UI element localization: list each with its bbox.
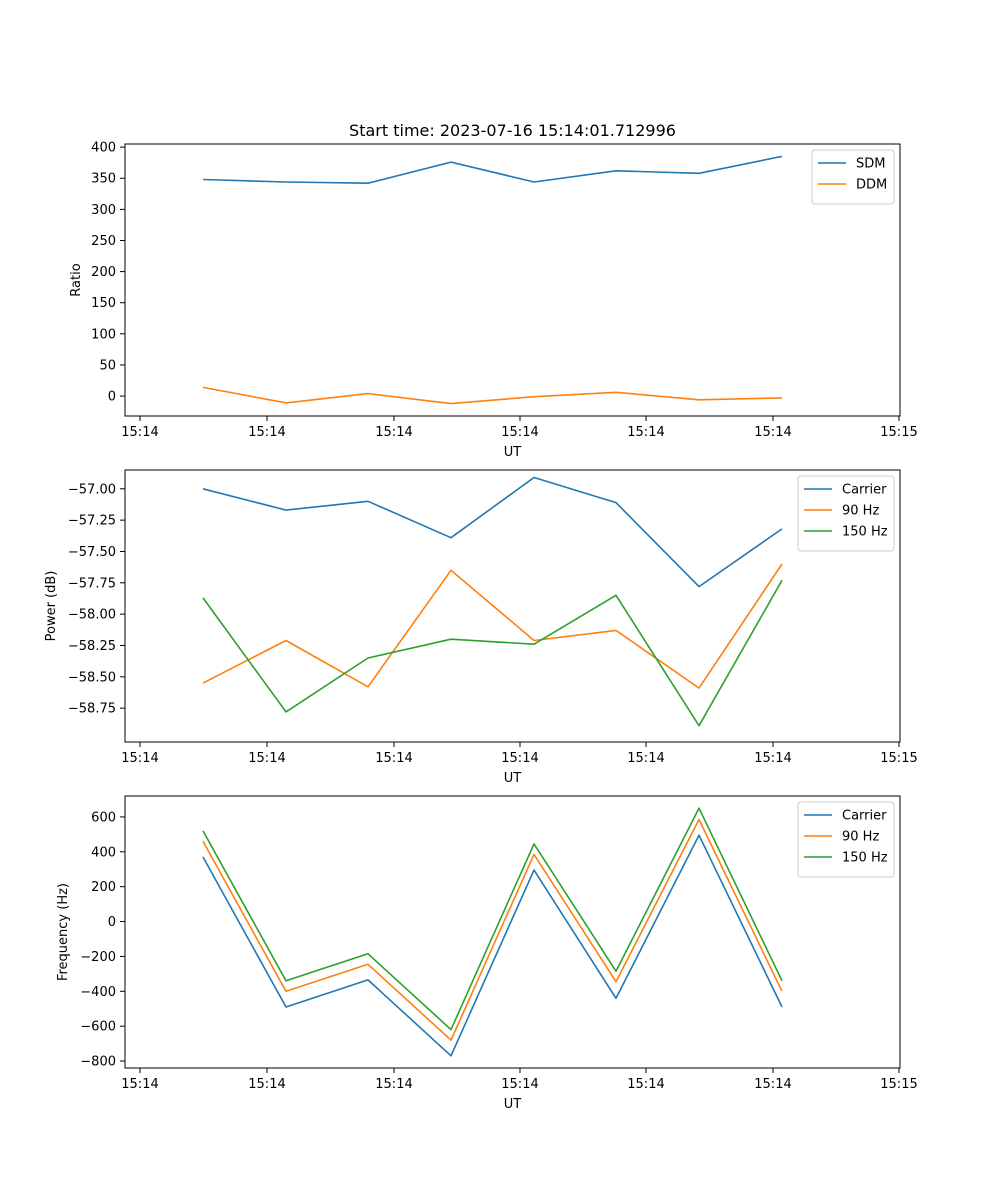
x-tick-label: 15:15 [880, 425, 917, 440]
series-line-150-hz [202, 579, 783, 727]
x-tick-label: 15:14 [375, 425, 412, 440]
y-tick-label: −57.50 [68, 545, 116, 560]
series-line-ddm [202, 386, 783, 405]
x-tick-label: 15:14 [754, 425, 791, 440]
y-tick-label: −58.25 [68, 639, 116, 654]
x-tick-label: 15:14 [375, 751, 412, 766]
legend-label: Carrier [842, 483, 887, 498]
x-axis-label: UT [504, 771, 522, 786]
x-tick-label: 15:14 [754, 751, 791, 766]
x-tick-label: 15:15 [880, 751, 917, 766]
series-line-150-hz [202, 807, 783, 1031]
y-tick-label: 200 [91, 880, 116, 895]
x-tick-label: 15:14 [121, 751, 158, 766]
y-tick-label: 0 [108, 390, 116, 405]
x-axis-label: UT [504, 445, 522, 460]
y-tick-label: 300 [91, 203, 116, 218]
x-tick-label: 15:14 [501, 425, 538, 440]
y-tick-label: −57.75 [68, 576, 116, 591]
y-tick-label: −58.50 [68, 670, 116, 685]
y-tick-label: −600 [80, 1020, 116, 1035]
x-tick-label: 15:14 [627, 751, 664, 766]
legend-label: SDM [856, 157, 885, 172]
y-tick-label: 100 [91, 327, 116, 342]
chart-title: Start time: 2023-07-16 15:14:01.712996 [349, 121, 676, 140]
x-tick-label: 15:14 [375, 1077, 412, 1092]
x-tick-label: 15:14 [121, 425, 158, 440]
legend-label: DDM [856, 178, 887, 193]
legend: Carrier 90 Hz 150 Hz [797, 801, 895, 878]
y-tick-label: 200 [91, 265, 116, 280]
series-line-90-hz [202, 563, 783, 689]
x-tick-label: 15:14 [501, 1077, 538, 1092]
y-tick-label: −200 [80, 950, 116, 965]
y-tick-label: 250 [91, 234, 116, 249]
x-tick-label: 15:14 [248, 751, 285, 766]
x-axis-label: UT [504, 1097, 522, 1112]
y-tick-label: 350 [91, 172, 116, 187]
legend-label: 90 Hz [842, 830, 879, 845]
y-tick-label: 600 [91, 810, 116, 825]
series-line-carrier [202, 476, 783, 588]
x-tick-label: 15:14 [248, 425, 285, 440]
y-tick-label: 150 [91, 296, 116, 311]
series-line-90-hz [202, 818, 783, 1041]
x-tick-label: 15:14 [754, 1077, 791, 1092]
y-axis-label: Ratio [69, 263, 84, 296]
legend-box [797, 801, 895, 878]
chart-panel-2: 15:14 15:14 15:14 15:14 15:14 15:14 15:15 −58.7… [44, 469, 918, 786]
axes-frame [124, 469, 901, 743]
x-tick-label: 15:14 [248, 1077, 285, 1092]
axes-frame [124, 795, 901, 1069]
legend-box [797, 475, 895, 552]
legend-label: 150 Hz [842, 525, 888, 540]
x-tick-label: 15:14 [627, 1077, 664, 1092]
y-tick-label: −58.75 [68, 702, 116, 717]
x-tick-label: 15:14 [121, 1077, 158, 1092]
y-tick-label: −800 [80, 1055, 116, 1070]
y-tick-label: −57.25 [68, 514, 116, 529]
series-line-sdm [202, 155, 783, 184]
legend: Carrier 90 Hz 150 Hz [797, 475, 895, 552]
y-tick-label: −58.00 [68, 608, 116, 623]
y-axis-label: Power (dB) [44, 571, 59, 642]
legend-label: Carrier [842, 809, 887, 824]
y-tick-label: 400 [91, 845, 116, 860]
legend-label: 150 Hz [842, 851, 888, 866]
y-tick-label: −400 [80, 985, 116, 1000]
legend: SDM DDM [811, 149, 895, 205]
legend-label: 90 Hz [842, 504, 879, 519]
chart-panel-3: 15:14 15:14 15:14 15:14 15:14 15:14 15:15 −800 −… [56, 795, 918, 1112]
y-tick-label: −57.00 [68, 482, 116, 497]
y-tick-label: 0 [108, 915, 116, 930]
x-tick-label: 15:14 [627, 425, 664, 440]
x-tick-label: 15:14 [501, 751, 538, 766]
chart-panel-1: 15:14 15:14 15:14 15:14 15:14 15:14 15:15 0 50 10… [69, 121, 918, 460]
series-line-carrier [202, 834, 783, 1057]
axes-frame [124, 143, 901, 417]
y-tick-label: 400 [91, 141, 116, 156]
y-tick-label: 50 [99, 358, 116, 373]
y-axis-label: Frequency (Hz) [56, 883, 71, 981]
x-tick-label: 15:15 [880, 1077, 917, 1092]
